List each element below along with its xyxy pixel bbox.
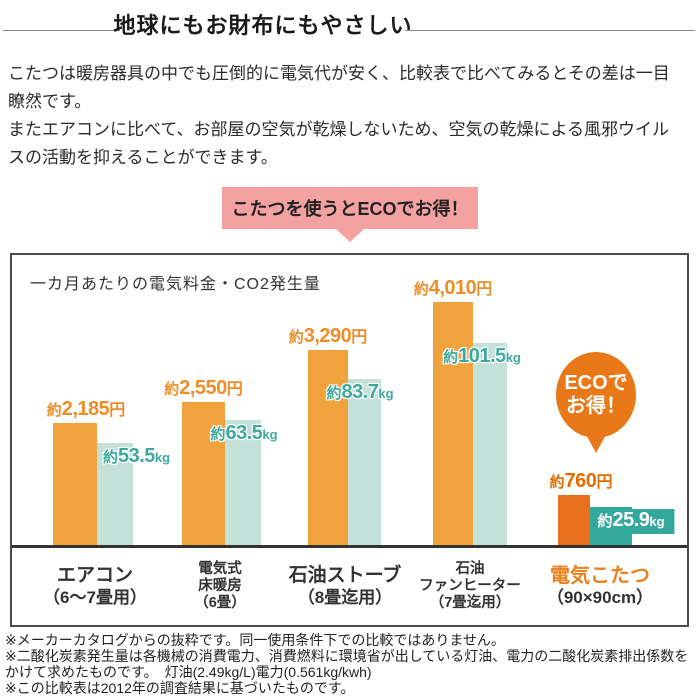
category-label-line: エアコン — [56, 565, 134, 586]
category-label: 石油ストーブ （8畳迄用） — [289, 548, 402, 625]
co2-value-label: 約101.5kg — [443, 345, 521, 367]
category-label-line: （90×90cm） — [546, 588, 654, 607]
co2-value-label: 約83.7kg — [326, 381, 394, 403]
chart-panel: 一カ月あたりの電気料金・CO2発生量 約2,185円約53.5kg 約2,550円… — [10, 253, 689, 627]
cost-bar — [53, 423, 97, 545]
eco-badge-line: お得！ — [566, 395, 626, 417]
category-label-line: （7畳迄用） — [429, 595, 511, 611]
intro-line: 瞭然です。 — [8, 92, 92, 111]
footnotes: ※メーカーカタログからの抜粋です。同一使用条件下での比較ではありません。 ※二酸… — [5, 632, 697, 696]
page-title: 地球にもお財布にもやさしい — [113, 13, 413, 38]
intro-text: こたつは暖房器具の中でも圧倒的に電気代が安く、比較表で比べてみるとその差は一目 … — [8, 60, 698, 172]
cost-value-label: 約760円 — [549, 470, 613, 492]
category-label: 電気こたつ （90×90cm） — [547, 548, 653, 625]
cost-value-label: 約3,290円 — [288, 325, 368, 347]
category-label-line: 床暖房 — [198, 578, 242, 594]
footnote-line: かけて求めたものです。 灯油(2.49kg/L)電力(0.561kg/kwh) — [5, 664, 372, 680]
eco-badge-line: ECOで — [564, 372, 628, 394]
category-label-line: 石油ストーブ — [288, 565, 402, 586]
category-label: エアコン （6～7畳用） — [43, 548, 147, 625]
title-rule-left — [3, 30, 120, 31]
chart-title: 一カ月あたりの電気料金・CO2発生量 — [30, 276, 321, 293]
callout-tail-icon — [336, 229, 364, 242]
eco-badge: ECOで お得！ — [556, 352, 636, 438]
category-label: 石油 ファンヒーター （7畳迄用） — [419, 548, 521, 625]
co2-value-label: 約25.9kg — [591, 509, 675, 534]
title-rule-right — [405, 30, 695, 31]
category-label-line: （6畳） — [194, 595, 246, 611]
category-label-line: （8畳迄用） — [297, 588, 393, 607]
intro-line: スの活動を抑えることができます。 — [8, 148, 278, 167]
category-label: 電気式 床暖房 （6畳） — [194, 548, 246, 625]
cost-value-label: 約2,550円 — [164, 377, 243, 399]
cost-bar — [433, 302, 473, 545]
callout-bubble: こたつを使うとECOでお得！ — [222, 187, 478, 242]
intro-line: こたつは暖房器具の中でも圧倒的に電気代が安く、比較表で比べてみるとその差は一目 — [8, 64, 670, 83]
header: 地球にもお財布にもやさしい — [0, 0, 700, 50]
footnote-line: ※この比較表は2012年の調査結果に基づいたものです。 — [5, 680, 355, 696]
cost-value-label: 約2,185円 — [46, 398, 126, 420]
cost-bar — [182, 402, 225, 545]
cost-bar — [558, 495, 590, 545]
category-label-line: 石油 — [455, 561, 485, 577]
footnote-line: ※メーカーカタログからの抜粋です。同一使用条件下での比較ではありません。 — [5, 632, 505, 648]
intro-line: またエアコンに比べて、お部屋の空気が乾燥しないため、空気の乾燥による風邪ウイル — [8, 120, 669, 139]
co2-value-label: 約63.5kg — [210, 422, 278, 444]
category-label-line: （6～7畳用） — [43, 588, 147, 607]
category-label-line: ファンヒーター — [419, 578, 521, 594]
callout-text: こたつを使うとECOでお得！ — [231, 199, 469, 219]
chart-baseline — [12, 545, 687, 548]
cost-value-label: 約4,010円 — [413, 277, 493, 299]
category-label-line: 電気こたつ — [549, 565, 650, 587]
cost-bar — [308, 350, 348, 545]
category-label-line: 電気式 — [198, 561, 242, 577]
footnote-line: ※二酸化炭素発生量は各機械の消費電力、消費燃料に環境省が出している灯油、電力の二… — [5, 648, 689, 664]
co2-value-label: 約53.5kg — [102, 445, 171, 467]
